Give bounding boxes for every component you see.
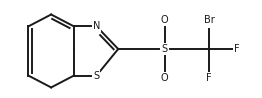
Text: O: O	[161, 15, 168, 25]
Text: F: F	[234, 44, 239, 54]
Text: S: S	[94, 71, 100, 81]
Text: N: N	[93, 21, 100, 31]
Text: F: F	[206, 73, 212, 83]
Text: S: S	[161, 44, 168, 54]
Text: O: O	[161, 73, 168, 83]
Text: Br: Br	[204, 15, 214, 25]
